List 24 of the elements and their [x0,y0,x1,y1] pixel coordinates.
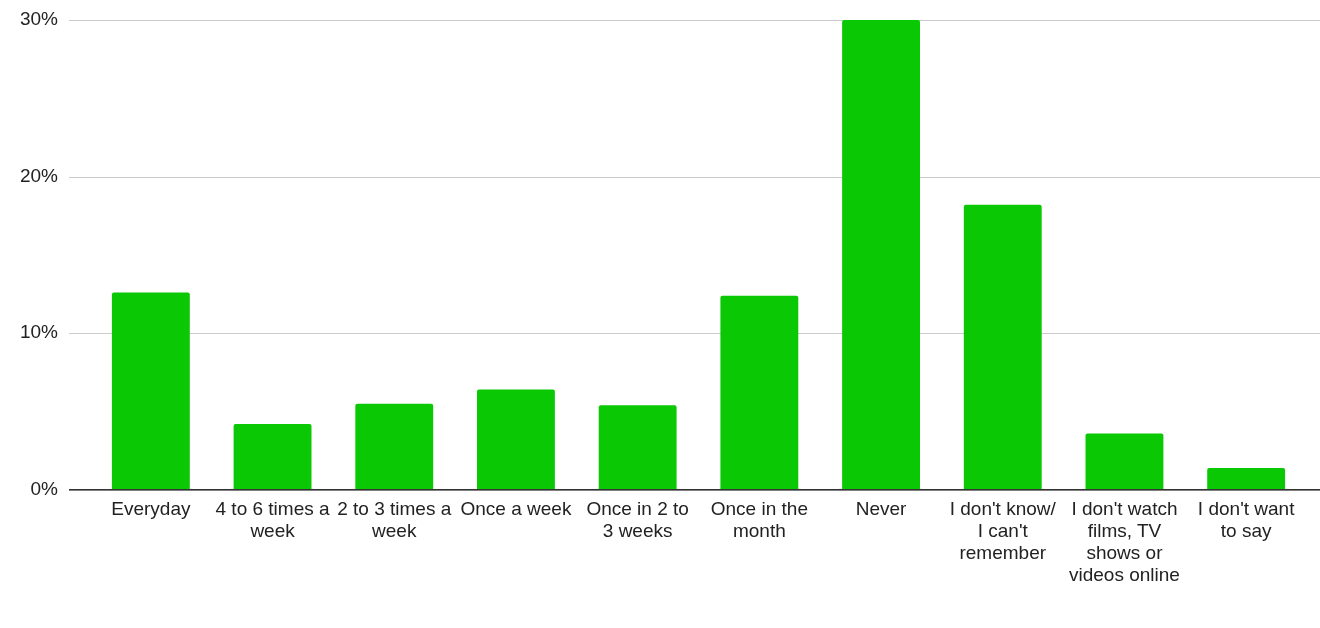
bar [355,403,434,490]
y-tick-label: 10% [19,321,59,343]
x-tick-label: Once in the month [710,498,808,542]
x-tick-label: 2 to 3 times a week [337,498,452,542]
y-tick-label: 0% [30,478,59,500]
y-tick-label: 30% [19,8,59,30]
bar [598,405,677,490]
x-tick-label: I don't watch films, TV shows or videos online [1068,498,1180,586]
y-tick-label: 20% [19,164,59,186]
x-tick-label: I don't know/ I can't remember [949,498,1057,564]
bar [720,295,799,490]
bar [963,204,1042,490]
x-tick-label: Once in 2 to 3 weeks [586,498,689,542]
x-tick-label: 4 to 6 times a week [215,498,331,542]
bar [233,424,312,490]
x-tick-label: Once a week [460,498,572,520]
bar [111,292,190,490]
bar [842,20,920,490]
bar [477,389,555,490]
bar [1207,467,1286,490]
x-tick-label: Never [855,498,908,520]
x-tick-label: I don't want to say [1197,498,1296,542]
bar [1085,433,1164,490]
x-tick-label: Everyday [111,498,191,520]
